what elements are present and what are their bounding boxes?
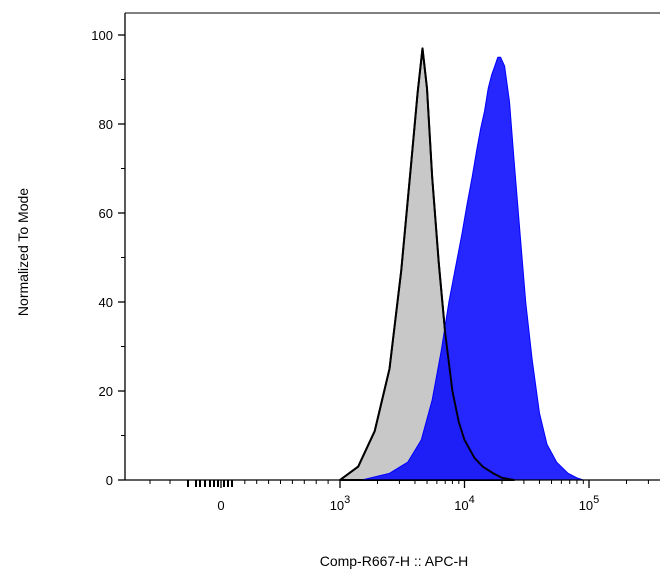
series-control-outline bbox=[339, 47, 515, 481]
y-tick-label: 60 bbox=[99, 206, 113, 221]
series-layer bbox=[339, 47, 584, 481]
y-axis-title: Normalized To Mode bbox=[15, 188, 31, 316]
ticks-layer: 0 20 40 60 80 100 0 103 104 105 bbox=[91, 28, 649, 513]
y-tick-label: 20 bbox=[99, 384, 113, 399]
x-tick-label: 104 bbox=[454, 494, 475, 513]
y-tick-label: 80 bbox=[99, 117, 113, 132]
y-tick-label: 40 bbox=[99, 295, 113, 310]
x-tick-label: 103 bbox=[330, 494, 351, 513]
x-tick-label: 0 bbox=[217, 498, 224, 513]
y-tick-label: 0 bbox=[106, 473, 113, 488]
y-tick-label: 100 bbox=[91, 28, 113, 43]
x-axis-title: Comp-R667-H :: APC-H bbox=[320, 553, 469, 569]
series-sample-histogram bbox=[361, 56, 584, 481]
x-tick-label: 105 bbox=[579, 494, 600, 513]
